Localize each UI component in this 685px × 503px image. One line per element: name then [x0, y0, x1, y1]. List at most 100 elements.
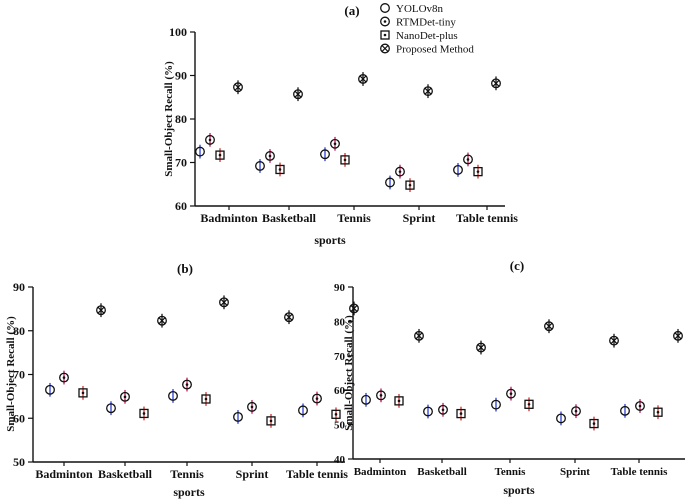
data-point-nanodet-plus	[201, 394, 211, 404]
y-axis-label: Small-Object Recall (%)	[5, 316, 17, 432]
data-point-yolov8n	[453, 164, 463, 175]
panel-label-b: (b)	[177, 261, 193, 276]
panel-c: (c) 40 50 60 70 80 90 Badminton Basketball Tenni…	[334, 258, 685, 497]
y-tick-label: 60	[175, 199, 187, 213]
data-point-rtmdet-tiny	[635, 401, 645, 411]
data-point-nanodet-plus	[456, 408, 466, 419]
data-point-nanodet-plus	[340, 155, 350, 165]
x-tick-label: Badminton	[200, 211, 258, 225]
data-point-yolov8n	[45, 384, 55, 395]
data-point-proposed-method	[423, 86, 433, 97]
data-point-nanodet-plus	[215, 150, 225, 160]
data-point-nanodet-plus	[653, 407, 663, 417]
legend-label: RTMDet-tiny	[396, 17, 456, 29]
data-point-proposed-method	[476, 342, 486, 353]
x-tick-label: Sprint	[236, 467, 269, 481]
x-tick-label: Tennis	[495, 466, 527, 478]
data-point-yolov8n	[233, 411, 243, 422]
data-point-yolov8n	[385, 177, 395, 188]
legend-item: YOLOv8n	[380, 3, 444, 15]
data-point-nanodet-plus	[266, 416, 276, 426]
y-tick-label: 90	[334, 282, 346, 294]
data-point-yolov8n	[195, 146, 205, 157]
x-axis-label: sports	[314, 233, 346, 247]
data-point-rtmdet-tiny	[59, 372, 69, 383]
data-point-rtmdet-tiny	[506, 388, 516, 399]
legend-item: RTMDet-tiny	[380, 16, 456, 29]
data-point-rtmdet-tiny	[330, 138, 340, 149]
legend-label: NanoDet-plus	[396, 30, 458, 42]
legend-label: Proposed Method	[396, 44, 474, 56]
data-point-proposed-method	[673, 330, 683, 341]
data-point-rtmdet-tiny	[571, 406, 581, 417]
data-point-nanodet-plus	[78, 388, 88, 398]
x-tick-label: Basketball	[98, 467, 153, 481]
data-point-nanodet-plus	[589, 418, 599, 429]
data-point-rtmdet-tiny	[182, 379, 192, 390]
data-point-yolov8n	[298, 405, 308, 416]
y-axis-label: Small-Object Recall (%)	[163, 61, 175, 177]
data-point-yolov8n	[168, 390, 178, 401]
data-point-yolov8n	[620, 405, 630, 416]
y-axis-label: Small-Object Recall (%)	[343, 315, 355, 431]
data-point-nanodet-plus	[331, 409, 341, 419]
y-tick-label: 100	[169, 25, 187, 39]
x-tick-label: Table tennis	[286, 467, 348, 481]
data-point-proposed-method	[284, 312, 294, 323]
y-tick-label: 70	[175, 156, 187, 170]
y-tick-label: 60	[13, 411, 25, 425]
legend-marker	[380, 16, 390, 27]
x-tick-label: Sprint	[403, 211, 436, 225]
x-tick-label: Tennis	[337, 211, 371, 225]
data-point-rtmdet-tiny	[247, 401, 257, 412]
y-tick-label: 70	[13, 368, 25, 382]
data-point-proposed-method	[233, 82, 243, 93]
y-tick-label: 80	[334, 316, 346, 328]
data-point-rtmdet-tiny	[312, 393, 322, 404]
data-point-proposed-method	[96, 305, 106, 316]
data-point-proposed-method	[544, 321, 554, 332]
x-tick-label: Basketball	[262, 211, 317, 225]
x-tick-label: Badminton	[35, 467, 93, 481]
y-tick-label: 50	[334, 420, 346, 432]
data-point-nanodet-plus	[139, 408, 149, 419]
data-point-proposed-method	[491, 78, 501, 89]
data-point-rtmdet-tiny	[395, 166, 405, 177]
x-tick-label: Tennis	[170, 467, 204, 481]
data-point-proposed-method	[358, 74, 368, 84]
x-tick-label: Badminton	[354, 466, 407, 478]
data-point-proposed-method	[293, 89, 303, 100]
legend-marker	[380, 30, 390, 40]
data-point-nanodet-plus	[405, 180, 415, 190]
x-axis-label: sports	[503, 483, 535, 497]
legend-marker	[380, 43, 390, 54]
data-point-rtmdet-tiny	[205, 134, 215, 145]
y-tick-label: 80	[175, 112, 187, 126]
y-tick-label: 50	[13, 455, 25, 469]
y-tick-label: 40	[334, 454, 346, 466]
x-tick-label: Table tennis	[456, 211, 518, 225]
x-tick-label: Table tennis	[611, 466, 668, 478]
data-point-rtmdet-tiny	[120, 391, 130, 402]
y-tick-label: 90	[175, 69, 187, 83]
data-point-nanodet-plus	[394, 396, 404, 406]
data-point-rtmdet-tiny	[376, 390, 386, 401]
y-tick-label: 80	[13, 324, 25, 338]
x-tick-label: Sprint	[560, 466, 590, 478]
data-point-rtmdet-tiny	[463, 154, 473, 165]
x-tick-label: Basketball	[417, 466, 467, 478]
data-point-yolov8n	[491, 399, 501, 410]
y-tick-label: 70	[334, 351, 346, 363]
panel-label-c: (c)	[510, 258, 524, 273]
data-point-yolov8n	[361, 394, 371, 405]
y-tick-label: 90	[13, 280, 25, 294]
data-point-yolov8n	[106, 403, 116, 414]
data-point-rtmdet-tiny	[265, 151, 275, 161]
data-point-proposed-method	[219, 297, 229, 308]
data-point-nanodet-plus	[473, 166, 483, 177]
data-point-proposed-method	[609, 335, 619, 346]
data-point-proposed-method	[414, 330, 424, 341]
data-point-proposed-method	[157, 315, 167, 326]
